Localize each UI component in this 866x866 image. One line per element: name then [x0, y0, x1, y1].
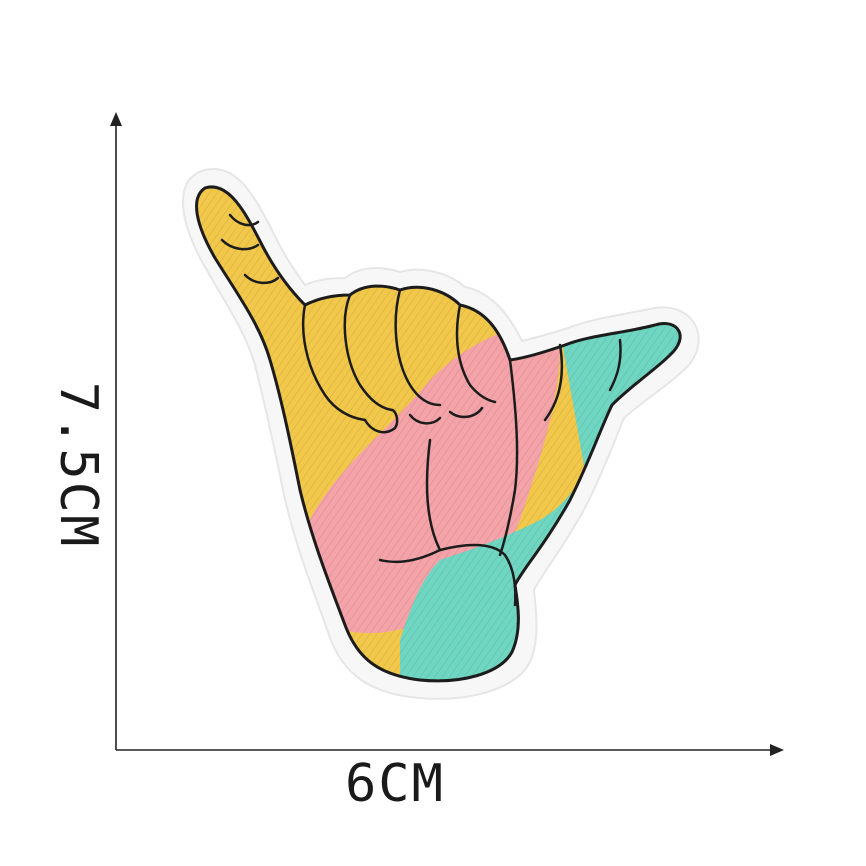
dimension-axes: [110, 112, 784, 756]
horizontal-arrow-icon: [770, 744, 784, 756]
hand-outline: [195, 185, 682, 683]
height-dimension-label: 7.5CM: [48, 381, 108, 549]
vertical-arrow-icon: [110, 112, 122, 126]
finger-lines: [220, 213, 622, 607]
shaka-hand-icon: [182, 167, 700, 700]
width-dimension-label: 6CM: [345, 754, 445, 814]
